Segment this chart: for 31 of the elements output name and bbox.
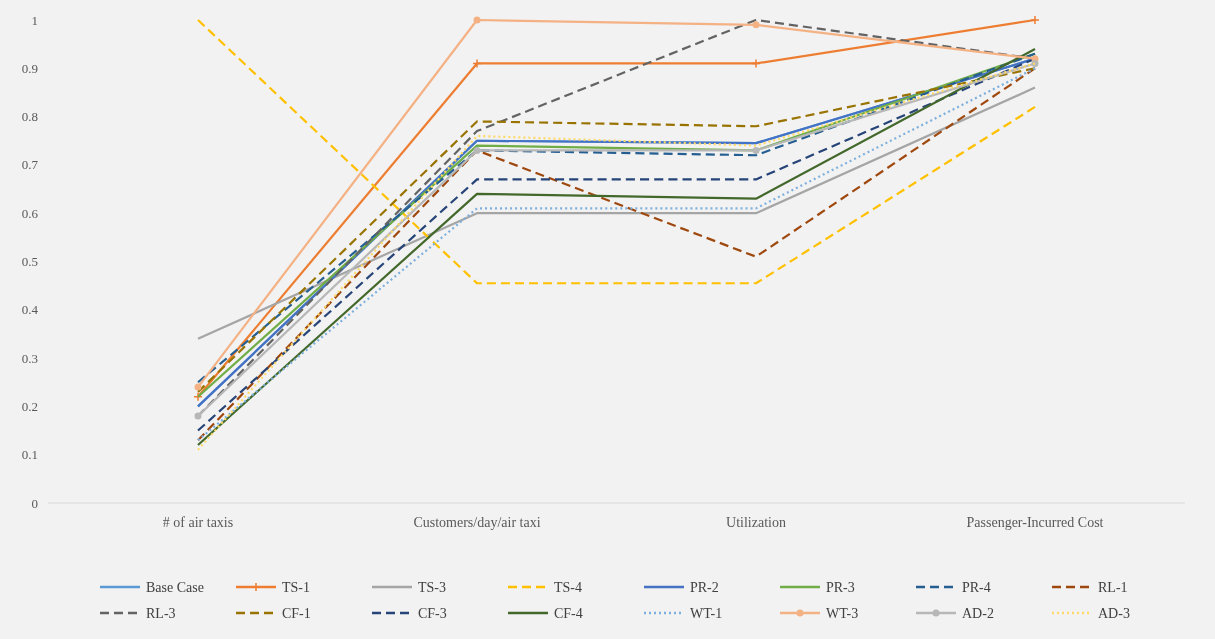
y-tick-label: 0.4 [21,302,39,318]
legend-label: CF-1 [282,605,311,621]
legend-label: WT-1 [690,605,723,621]
x-tick-label: Utilization [726,515,786,530]
legend-label: TS-4 [554,579,582,595]
legend-label: AD-2 [962,605,994,621]
y-tick-label: 1 [31,12,38,28]
y-tick-label: 0.2 [21,398,38,414]
y-tick-label: 0.5 [21,254,38,270]
legend-label: RL-1 [1098,579,1128,595]
y-tick-label: 0.9 [21,60,38,76]
x-tick-label: # of air taxis [162,515,234,530]
x-tick-label: Passenger-Incurred Cost [966,515,1104,530]
legend-label: AD-3 [1098,605,1130,621]
legend-label: PR-3 [826,579,855,595]
y-tick-label: 0.1 [21,447,38,463]
legend-label: TS-1 [282,579,310,595]
legend-label: TS-3 [418,579,446,595]
legend-label: WT-3 [826,605,859,621]
legend-label: RL-3 [146,605,176,621]
legend-label: CF-3 [418,605,447,621]
y-tick-label: 0.8 [21,109,38,125]
legend-label: Base Case [146,579,204,595]
y-tick-label: 0 [31,495,38,511]
x-tick-label: Customers/day/air taxi [413,515,541,530]
y-tick-label: 0.6 [21,205,39,221]
legend-label: CF-4 [554,605,583,621]
legend-label: PR-4 [962,579,991,595]
legend-label: PR-2 [690,579,719,595]
y-tick-label: 0.3 [21,350,38,366]
y-tick-label: 0.7 [21,157,39,173]
